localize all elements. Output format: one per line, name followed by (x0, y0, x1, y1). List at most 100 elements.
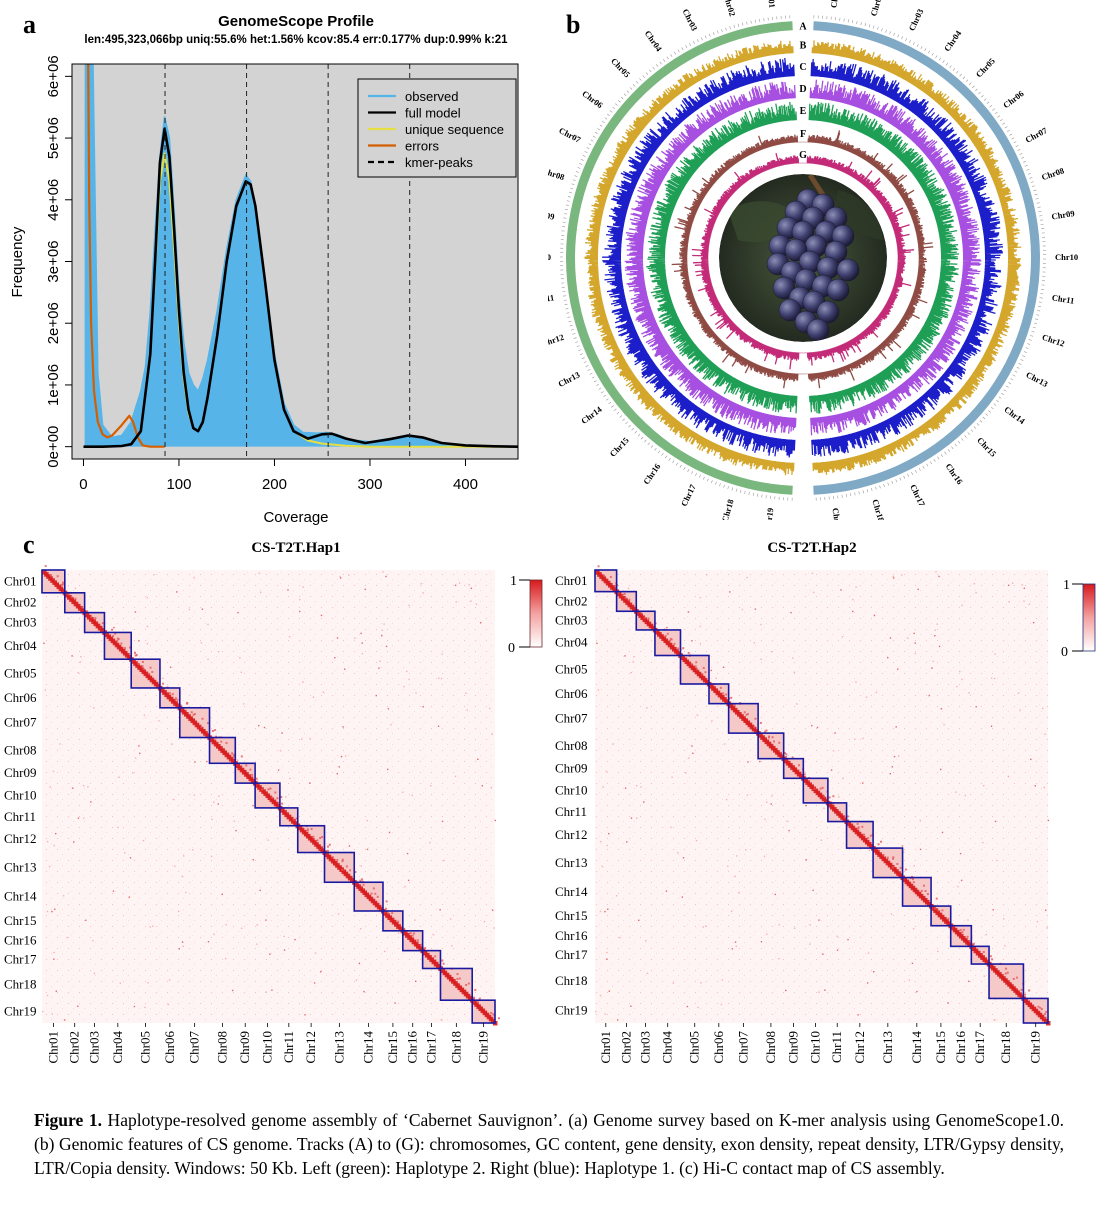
circos-chr-label: Chr09 (1051, 208, 1075, 222)
colorbar-max-hap2: 1 (1063, 578, 1070, 593)
circos-chr-label: Chr11 (548, 292, 555, 305)
hic-x-label: Chr11 (281, 1031, 296, 1063)
hic-y-label: Chr16 (555, 928, 588, 943)
hic-y-label: Chr05 (555, 662, 588, 677)
hic-y-label: Chr19 (4, 1004, 37, 1019)
circos-chr-label: Chr16 (944, 462, 965, 487)
circos-chr-label: Chr19 (831, 507, 844, 520)
hic-x-label: Chr03 (638, 1031, 653, 1064)
track-letter: E (800, 106, 807, 117)
circos-chr-label: Chr16 (641, 462, 662, 487)
hic-x-label: Chr10 (260, 1031, 275, 1064)
chromosome-block (930, 905, 952, 927)
colorbar-hap1: 1 0 (508, 574, 543, 656)
chromosome-block (103, 631, 133, 661)
chromosome-block (323, 851, 356, 884)
hic-x-label: Chr01 (45, 1031, 60, 1064)
hic-x-label: Chr12 (852, 1031, 867, 1064)
hic-y-label: Chr10 (555, 783, 588, 798)
chromosome-block (901, 876, 932, 907)
hic-y-label: Chr18 (555, 973, 588, 988)
hic-y-label: Chr01 (4, 573, 37, 588)
chart-a-ylabel: Frequency (9, 226, 26, 297)
chromosome-block (402, 930, 424, 952)
chromosome-block (83, 611, 106, 634)
circos-chr-label: Chr11 (1051, 292, 1075, 305)
circos-chr-label: Chr04 (643, 29, 665, 54)
hic-x-label: Chr07 (187, 1031, 202, 1064)
hic-x-label: Chr15 (385, 1031, 400, 1064)
density-track-2-left (584, 40, 795, 476)
hic-x-label: Chr03 (87, 1031, 102, 1064)
x-tick-label: 200 (262, 476, 287, 493)
hic-x-label: Chr05 (138, 1031, 153, 1064)
chromosome-block (782, 757, 805, 780)
chromosome-block (827, 802, 848, 823)
series-full-model (83, 127, 518, 448)
colorbar-min-hap1: 0 (508, 641, 515, 656)
chromosome-block (159, 687, 181, 709)
circos-chr-label: Chr10 (1055, 252, 1078, 262)
caption-label: Figure 1. (34, 1110, 102, 1130)
x-tick-label: 400 (453, 476, 478, 493)
hic-x-label: Chr18 (998, 1031, 1013, 1064)
colorbar-min-hap2: 0 (1061, 645, 1068, 660)
hic-y-label: Chr17 (555, 947, 588, 962)
circos-plot: Chr01Chr02Chr03Chr04Chr05Chr06Chr07Chr08… (548, 0, 1078, 520)
legend-entry: errors (405, 139, 439, 154)
x-tick-label: 100 (166, 476, 191, 493)
chromosome-block (988, 963, 1025, 1000)
panel-label-b: b (566, 10, 581, 39)
circos-chr-label: Chr07 (557, 125, 583, 145)
hic-y-label: Chr07 (555, 710, 588, 725)
circos-chr-label: Chr17 (908, 483, 927, 509)
hic-x-label: Chr10 (808, 1031, 823, 1064)
circos-chr-label: Chr14 (1002, 404, 1027, 426)
track-letter: C (799, 62, 806, 73)
density-track-6-left (671, 134, 799, 389)
hic-y-label: Chr04 (555, 635, 588, 650)
hic-y-label: Chr17 (4, 952, 37, 967)
colorbar-max-hap1: 1 (510, 574, 517, 589)
chromosome-block (41, 569, 66, 594)
track-letter: B (800, 41, 807, 52)
chromosome-block (234, 762, 256, 784)
chromosome-block (439, 967, 474, 1002)
density-track-4-right (809, 79, 982, 436)
chart-a-xlabel: Coverage (263, 509, 328, 526)
chromosome-block (872, 847, 904, 879)
density-track-5-left (646, 101, 798, 414)
chromosome-block (708, 683, 730, 705)
chromosome-block (382, 910, 404, 932)
hic-y-label: Chr14 (555, 884, 588, 899)
y-tick-label: 6e+06 (45, 55, 62, 97)
circos-chr-label: Chr03 (906, 7, 925, 32)
circos-chr-label: Chr15 (608, 435, 631, 459)
hic-x-label: Chr02 (67, 1031, 82, 1064)
hic-x-label: Chr02 (618, 1031, 633, 1064)
y-tick-label: 5e+06 (45, 117, 62, 159)
hic-x-label: Chr13 (331, 1031, 346, 1064)
circos-chr-label: Chr18 (720, 498, 736, 520)
hic-x-label: Chr14 (361, 1031, 376, 1064)
circos-chr-label: Chr01 (828, 0, 841, 8)
circos-chr-label: Chr08 (1040, 165, 1065, 182)
chart-a-subtitle: len:495,323,066bp uniq:55.6% het:1.56% k… (84, 34, 508, 46)
hic-y-label: Chr03 (555, 613, 588, 628)
circos-chr-label: Chr04 (942, 28, 964, 53)
hic-x-label: Chr07 (735, 1031, 750, 1064)
chromosome-block (254, 782, 281, 809)
chromosome-block (654, 629, 682, 657)
legend-entry: unique sequence (405, 122, 504, 137)
chromosome-block (130, 658, 161, 689)
series-errors (87, 64, 165, 448)
density-track-7-left (691, 153, 800, 370)
chromosome-block (421, 949, 442, 970)
hic-x-label: Chr06 (711, 1031, 726, 1064)
hic-y-label: Chr08 (4, 742, 37, 757)
circos-chr-label: Chr02 (868, 0, 884, 17)
y-tick-label: 2e+06 (45, 302, 62, 344)
chromosome-block (208, 736, 237, 765)
hic-x-label: Chr06 (162, 1031, 177, 1064)
hic-x-label: Chr14 (909, 1031, 924, 1064)
